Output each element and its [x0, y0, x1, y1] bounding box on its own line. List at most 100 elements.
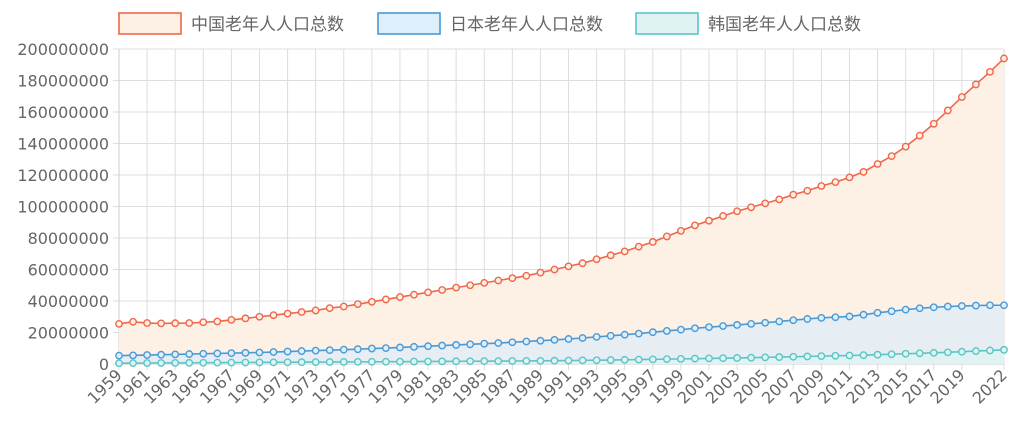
- data-point[interactable]: [410, 290, 418, 299]
- data-point[interactable]: [831, 178, 840, 186]
- data-point[interactable]: [719, 354, 727, 363]
- data-point[interactable]: [339, 345, 348, 354]
- data-point[interactable]: [986, 301, 994, 310]
- data-point[interactable]: [410, 357, 418, 366]
- data-point[interactable]: [227, 315, 236, 324]
- data-point[interactable]: [606, 356, 615, 364]
- data-point[interactable]: [522, 357, 531, 365]
- data-point[interactable]: [129, 351, 137, 360]
- data-point[interactable]: [508, 357, 517, 365]
- data-point[interactable]: [213, 349, 222, 358]
- data-point[interactable]: [817, 352, 826, 361]
- data-point[interactable]: [199, 349, 208, 358]
- data-point[interactable]: [494, 276, 503, 285]
- data-point[interactable]: [747, 319, 756, 328]
- data-point[interactable]: [157, 350, 166, 359]
- data-point[interactable]: [789, 316, 798, 325]
- data-point[interactable]: [677, 354, 685, 363]
- data-point[interactable]: [283, 358, 292, 367]
- data-point[interactable]: [634, 329, 643, 338]
- data-point[interactable]: [831, 351, 840, 360]
- data-point[interactable]: [691, 324, 699, 333]
- data-point[interactable]: [536, 336, 545, 345]
- data-point[interactable]: [986, 346, 994, 355]
- data-point[interactable]: [901, 142, 910, 151]
- data-point[interactable]: [143, 319, 152, 327]
- data-point[interactable]: [466, 281, 475, 290]
- data-point[interactable]: [424, 288, 432, 297]
- data-point[interactable]: [199, 358, 208, 367]
- data-point[interactable]: [648, 328, 657, 337]
- data-point[interactable]: [325, 358, 334, 366]
- data-point[interactable]: [269, 348, 278, 356]
- data-point[interactable]: [606, 331, 615, 340]
- data-point[interactable]: [986, 67, 994, 76]
- data-point[interactable]: [957, 302, 966, 310]
- data-point[interactable]: [494, 339, 503, 347]
- data-point[interactable]: [536, 356, 545, 365]
- data-point[interactable]: [311, 358, 320, 367]
- data-point[interactable]: [817, 313, 826, 322]
- data-point[interactable]: [606, 251, 615, 260]
- data-point[interactable]: [424, 342, 432, 351]
- data-point[interactable]: [269, 311, 278, 320]
- data-point[interactable]: [972, 80, 980, 89]
- data-point[interactable]: [592, 255, 601, 264]
- data-point[interactable]: [845, 351, 854, 360]
- data-point[interactable]: [115, 351, 123, 360]
- data-point[interactable]: [972, 347, 980, 355]
- data-point[interactable]: [943, 302, 952, 311]
- data-point[interactable]: [171, 319, 180, 328]
- data-point[interactable]: [297, 347, 306, 355]
- data-point[interactable]: [620, 355, 629, 364]
- data-point[interactable]: [803, 315, 812, 323]
- data-point[interactable]: [929, 303, 938, 312]
- data-point[interactable]: [255, 348, 264, 357]
- data-point[interactable]: [325, 304, 334, 312]
- data-point[interactable]: [522, 337, 531, 346]
- data-point[interactable]: [311, 306, 320, 315]
- data-point[interactable]: [452, 341, 461, 349]
- data-point[interactable]: [845, 173, 854, 182]
- data-point[interactable]: [915, 131, 924, 140]
- data-point[interactable]: [199, 318, 208, 327]
- data-point[interactable]: [972, 301, 980, 310]
- data-point[interactable]: [396, 357, 404, 366]
- data-point[interactable]: [929, 119, 938, 128]
- data-point[interactable]: [733, 354, 741, 362]
- data-point[interactable]: [929, 348, 938, 357]
- data-point[interactable]: [859, 167, 868, 176]
- data-point[interactable]: [845, 312, 854, 321]
- data-point[interactable]: [705, 354, 713, 363]
- data-point[interactable]: [255, 312, 264, 321]
- data-point[interactable]: [227, 349, 236, 358]
- data-point[interactable]: [353, 357, 362, 366]
- data-point[interactable]: [185, 358, 194, 367]
- data-point[interactable]: [620, 247, 629, 256]
- data-point[interactable]: [592, 333, 601, 341]
- data-point[interactable]: [129, 359, 137, 368]
- legend-item-1[interactable]: 日本老年人人口总数: [377, 12, 603, 35]
- data-point[interactable]: [733, 207, 741, 216]
- data-point[interactable]: [691, 354, 699, 363]
- data-point[interactable]: [241, 358, 250, 367]
- data-point[interactable]: [634, 242, 643, 251]
- data-point[interactable]: [480, 357, 489, 366]
- data-point[interactable]: [171, 350, 180, 359]
- data-point[interactable]: [775, 195, 784, 204]
- data-point[interactable]: [353, 345, 362, 354]
- data-point[interactable]: [901, 349, 910, 358]
- data-point[interactable]: [747, 353, 756, 362]
- data-point[interactable]: [508, 274, 517, 283]
- data-point[interactable]: [550, 335, 559, 344]
- data-point[interactable]: [873, 308, 882, 317]
- data-point[interactable]: [957, 93, 966, 101]
- data-point[interactable]: [803, 352, 812, 361]
- data-point[interactable]: [761, 353, 770, 362]
- data-point[interactable]: [873, 160, 882, 168]
- data-point[interactable]: [887, 152, 896, 161]
- data-point[interactable]: [564, 356, 573, 365]
- data-point[interactable]: [381, 357, 390, 366]
- data-point[interactable]: [915, 304, 924, 313]
- data-point[interactable]: [325, 346, 334, 355]
